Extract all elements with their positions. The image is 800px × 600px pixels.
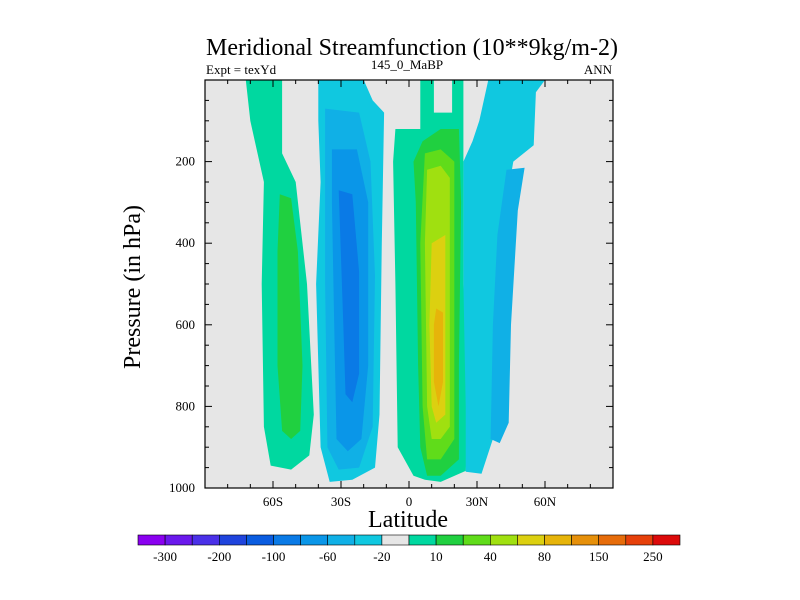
- colorbar-label: -60: [319, 549, 336, 564]
- colorbar-box: [571, 534, 599, 546]
- colorbar-label: 80: [538, 549, 551, 564]
- colorbar-box: [354, 534, 383, 546]
- colorbar-label: 250: [643, 549, 663, 564]
- y-axis-ticks: 200 400 600 800 1000: [169, 99, 613, 495]
- colorbar-label: 10: [430, 549, 443, 564]
- colorbar: -300 -200 -100 -60 -20 10 40 80 150 250: [137, 534, 681, 564]
- colorbar-label: -100: [262, 549, 286, 564]
- colorbar-box: [273, 534, 301, 546]
- colorbar-box: [489, 534, 518, 546]
- colorbar-box: [544, 534, 572, 546]
- x-tick-label: 30S: [331, 494, 351, 509]
- center-label: 145_0_MaBP: [371, 57, 443, 72]
- x-tick-label: 60S: [263, 494, 283, 509]
- colorbar-box: [381, 534, 410, 546]
- y-tick-label: 1000: [169, 480, 195, 495]
- left-label: Expt = texYd: [206, 62, 277, 77]
- contour-region-13: [433, 308, 443, 407]
- colorbar-label: -200: [207, 549, 231, 564]
- colorbar-box: [191, 534, 220, 546]
- colorbar-box: [300, 534, 329, 546]
- y-tick-label: 200: [176, 154, 196, 169]
- y-tick-label: 600: [176, 317, 196, 332]
- colorbar-box: [408, 534, 437, 546]
- colorbar-box: [246, 534, 274, 546]
- contour-regions: [245, 80, 545, 482]
- contour-region-6: [463, 80, 545, 474]
- colorbar-box: [137, 534, 166, 546]
- x-axis-label: Latitude: [368, 507, 448, 533]
- chart-title: Meridional Streamfunction (10**9kg/m-2): [206, 35, 618, 61]
- contour-region-5: [338, 190, 360, 403]
- x-tick-label: 30N: [466, 494, 489, 509]
- colorbar-label: -20: [373, 549, 390, 564]
- x-tick-label: 60N: [534, 494, 557, 509]
- colorbar-label: 40: [484, 549, 497, 564]
- y-axis-label: Pressure (in hPa): [120, 205, 146, 369]
- colorbar-box: [164, 534, 193, 546]
- colorbar-box: [652, 534, 681, 546]
- y-tick-label: 400: [176, 235, 196, 250]
- colorbar-box: [598, 534, 627, 546]
- y-tick-label: 800: [176, 398, 196, 413]
- contour-region-7: [490, 167, 525, 444]
- right-label: ANN: [584, 62, 613, 77]
- colorbar-box: [327, 534, 356, 546]
- x-tick-label: 0: [406, 494, 413, 509]
- colorbar-box: [219, 534, 247, 546]
- colorbar-box: [517, 534, 545, 546]
- colorbar-box: [462, 534, 491, 546]
- x-axis-ticks: 60S 30S 0 30N 60N: [204, 80, 614, 509]
- contour-region-1: [277, 194, 303, 439]
- colorbar-box: [625, 534, 654, 546]
- colorbar-label: 150: [589, 549, 609, 564]
- colorbar-box: [435, 534, 464, 546]
- colorbar-label: -300: [153, 549, 177, 564]
